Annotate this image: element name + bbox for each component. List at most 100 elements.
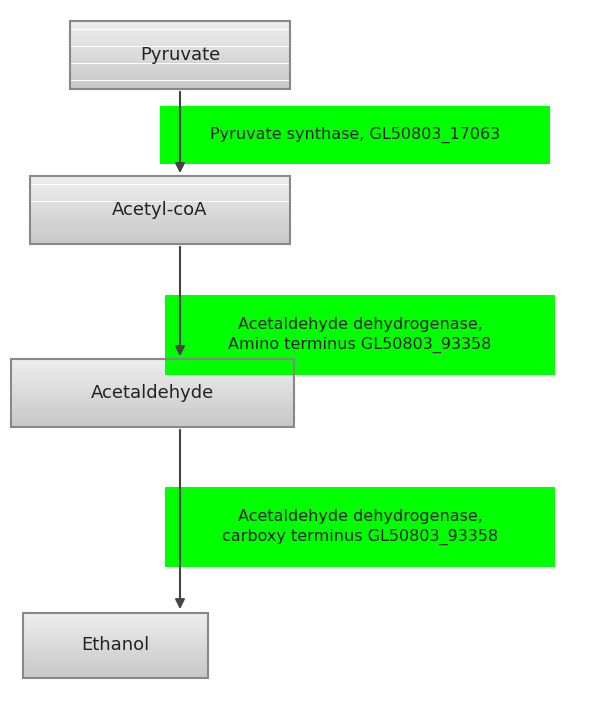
Bar (30, 205, 290, 206)
Bar (30, 206, 290, 208)
Bar (23, 648, 208, 650)
Bar (11, 412, 293, 413)
Bar (23, 613, 208, 678)
Bar (11, 400, 293, 401)
Bar (70, 45, 290, 46)
Bar (70, 33, 290, 34)
Bar (70, 24, 290, 26)
Bar (30, 232, 290, 233)
Bar (23, 656, 208, 658)
Bar (30, 190, 290, 191)
Bar (70, 21, 290, 89)
Bar (70, 64, 290, 65)
Bar (23, 671, 208, 673)
Bar (30, 188, 290, 190)
Bar (30, 186, 290, 188)
Bar (11, 390, 293, 391)
Bar (11, 369, 293, 371)
Bar (70, 31, 290, 33)
Bar (23, 647, 208, 648)
Bar (30, 218, 290, 220)
Bar (11, 417, 293, 418)
Bar (30, 183, 290, 184)
Bar (11, 421, 293, 422)
Bar (11, 422, 293, 423)
Bar (23, 658, 208, 660)
Bar (23, 655, 208, 656)
Bar (70, 23, 290, 24)
Bar (23, 613, 208, 614)
Bar (11, 423, 293, 426)
Bar (70, 79, 290, 81)
Bar (70, 60, 290, 62)
Bar (30, 203, 290, 205)
Bar (30, 226, 290, 227)
Bar (23, 629, 208, 630)
Bar (23, 620, 208, 622)
Bar (23, 665, 208, 666)
Bar (23, 615, 208, 618)
Bar (70, 56, 290, 59)
Bar (11, 401, 293, 403)
Bar (30, 242, 290, 244)
Bar (70, 26, 290, 28)
Bar (30, 193, 290, 195)
Bar (11, 361, 293, 363)
Bar (30, 196, 290, 198)
Bar (11, 363, 293, 364)
Text: Ethanol: Ethanol (81, 636, 149, 654)
Bar (30, 195, 290, 196)
Bar (30, 220, 290, 222)
Bar (23, 651, 208, 653)
Bar (11, 396, 293, 398)
Bar (11, 388, 293, 390)
Bar (11, 406, 293, 408)
Bar (30, 223, 290, 226)
Bar (23, 663, 208, 665)
Bar (30, 184, 290, 186)
Bar (30, 228, 290, 231)
Bar (70, 87, 290, 89)
Bar (11, 405, 293, 406)
Bar (23, 653, 208, 655)
Bar (23, 618, 208, 619)
Bar (23, 614, 208, 615)
Bar (11, 398, 293, 400)
Bar (11, 385, 293, 386)
Bar (11, 415, 293, 417)
Bar (23, 645, 208, 647)
Bar (70, 77, 290, 79)
Bar (30, 198, 290, 200)
Bar (30, 233, 290, 236)
Bar (11, 368, 293, 369)
Bar (11, 383, 293, 385)
Bar (11, 359, 293, 427)
Text: Pyruvate synthase, GL50803_17063: Pyruvate synthase, GL50803_17063 (210, 127, 500, 143)
Bar (11, 393, 293, 395)
Text: Acetaldehyde: Acetaldehyde (91, 384, 214, 402)
Bar (70, 72, 290, 74)
Bar (23, 625, 208, 627)
Bar (165, 295, 555, 375)
Text: Acetaldehyde dehydrogenase,
Amino terminus GL50803_93358: Acetaldehyde dehydrogenase, Amino termin… (229, 317, 491, 353)
Bar (23, 627, 208, 629)
Bar (160, 106, 550, 164)
Bar (30, 191, 290, 193)
Bar (70, 38, 290, 40)
Bar (30, 200, 290, 201)
Bar (23, 666, 208, 668)
Bar (23, 643, 208, 645)
Bar (30, 213, 290, 215)
Bar (23, 642, 208, 643)
Bar (30, 181, 290, 183)
Bar (70, 41, 290, 43)
Bar (70, 69, 290, 70)
Bar (70, 36, 290, 38)
Bar (11, 395, 293, 396)
Bar (23, 633, 208, 635)
Bar (30, 239, 290, 241)
Bar (11, 378, 293, 379)
Bar (11, 374, 293, 376)
Bar (23, 668, 208, 670)
Bar (70, 67, 290, 69)
